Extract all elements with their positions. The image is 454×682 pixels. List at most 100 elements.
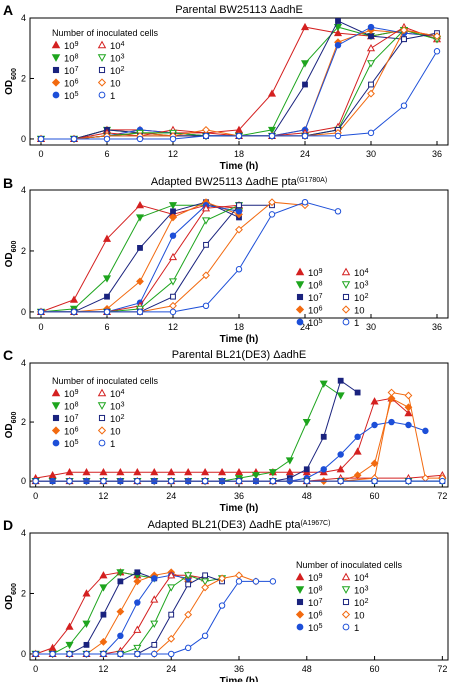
- legend-marker: [52, 66, 60, 74]
- x-tick-label: 72: [437, 491, 447, 501]
- data-point: [236, 202, 242, 209]
- legend-label: 109: [64, 389, 79, 401]
- y-axis-label: OD600: [4, 412, 18, 439]
- x-tick-label: 30: [366, 149, 376, 159]
- legend: Number of inoculated cells10910810710610…: [295, 560, 403, 635]
- legend-label: 103: [110, 401, 125, 413]
- legend-marker: [52, 414, 60, 422]
- y-axis-label: OD600: [4, 583, 18, 610]
- series-10e8: [36, 202, 244, 317]
- data-point: [134, 650, 141, 658]
- data-point: [202, 302, 210, 310]
- legend-label: 105: [308, 318, 323, 330]
- x-tick-label: 36: [432, 322, 442, 332]
- legend-marker: [341, 610, 351, 619]
- legend-label: 104: [354, 573, 369, 585]
- legend-label: 108: [308, 280, 323, 292]
- legend-marker: [98, 439, 106, 447]
- legend-label: 104: [110, 389, 125, 401]
- legend-label: 104: [110, 41, 125, 53]
- data-point: [66, 650, 73, 658]
- data-point: [335, 18, 341, 24]
- legend-label: 106: [308, 305, 323, 317]
- legend-marker: [295, 305, 305, 314]
- data-point: [136, 277, 144, 286]
- data-point: [103, 135, 111, 143]
- legend-label: 102: [110, 66, 125, 78]
- data-point: [334, 208, 342, 215]
- data-point: [82, 468, 91, 476]
- x-tick-label: 24: [166, 491, 176, 501]
- data-point: [49, 650, 56, 658]
- data-point: [267, 126, 277, 135]
- data-point: [269, 578, 277, 585]
- data-point: [37, 135, 45, 143]
- data-point: [320, 466, 327, 473]
- panel-label: B: [3, 175, 13, 191]
- x-axis-label: Time (h): [220, 161, 259, 172]
- legend-marker: [97, 40, 107, 49]
- panel-label: C: [3, 347, 13, 363]
- data-point: [387, 388, 396, 397]
- legend-label: 105: [308, 623, 323, 635]
- legend-label: 10: [110, 79, 121, 90]
- x-axis-label: Time (h): [220, 503, 259, 514]
- legend-marker: [98, 91, 106, 99]
- data-point: [269, 477, 277, 485]
- x-tick-label: 36: [432, 149, 442, 159]
- x-tick-label: 60: [370, 491, 380, 501]
- data-point: [421, 474, 430, 483]
- data-point: [301, 132, 309, 140]
- data-point: [168, 202, 178, 210]
- series-10e5: [32, 572, 192, 658]
- legend-marker: [295, 586, 305, 594]
- data-point: [267, 89, 277, 97]
- series-10e7: [32, 377, 361, 484]
- data-point: [136, 135, 144, 143]
- data-point: [366, 60, 376, 68]
- legend-label: 109: [64, 41, 79, 53]
- data-point: [168, 278, 178, 286]
- legend-label: 1: [354, 318, 359, 329]
- y-tick-label: 2: [21, 417, 26, 427]
- x-tick-label: 24: [300, 149, 310, 159]
- x-tick-label: 12: [168, 322, 178, 332]
- data-point: [303, 477, 311, 485]
- legend-title: Number of inoculated cells: [52, 376, 159, 386]
- data-point: [70, 135, 78, 143]
- data-point: [201, 632, 209, 640]
- data-point: [201, 578, 210, 586]
- data-point: [83, 641, 90, 648]
- legend-marker: [52, 91, 60, 99]
- data-point: [99, 468, 108, 476]
- legend-label: 108: [64, 53, 79, 65]
- legend-label: 107: [308, 293, 323, 305]
- data-point: [353, 447, 362, 455]
- data-point: [235, 266, 243, 273]
- data-point: [99, 584, 108, 592]
- data-point: [169, 232, 177, 239]
- x-tick-label: 0: [38, 322, 43, 332]
- legend-marker: [296, 598, 304, 606]
- legend-label: 102: [110, 414, 125, 426]
- series-10e2: [32, 572, 225, 657]
- y-tick-label: 0: [21, 307, 26, 317]
- data-point: [202, 572, 209, 579]
- legend: Number of inoculated cells10910810710610…: [51, 376, 159, 450]
- series-line: [35, 574, 223, 655]
- legend-marker: [97, 426, 107, 435]
- legend-label: 102: [354, 598, 369, 610]
- x-tick-label: 18: [234, 149, 244, 159]
- data-point: [184, 572, 193, 580]
- data-point: [70, 308, 78, 316]
- series-1: [37, 48, 441, 143]
- data-point: [169, 308, 177, 316]
- data-point: [117, 650, 124, 658]
- data-point: [83, 650, 90, 658]
- chart-title: Adapted BW25113 ΔadhE pta(G1780A): [151, 176, 327, 188]
- legend-title: Number of inoculated cells: [52, 28, 159, 38]
- data-point: [285, 457, 294, 465]
